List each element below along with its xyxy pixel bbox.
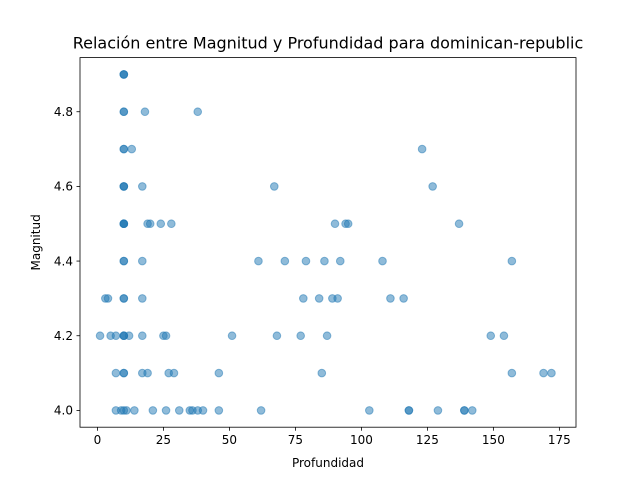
data-point	[111, 331, 121, 341]
data-point	[486, 331, 496, 341]
data-point	[119, 219, 129, 229]
data-point	[127, 144, 137, 154]
data-point	[417, 144, 427, 154]
data-point	[119, 182, 129, 191]
data-point	[193, 107, 203, 117]
y-tick-label: 4.4	[54, 254, 73, 268]
data-point	[317, 368, 327, 378]
data-point	[130, 406, 139, 415]
data-point	[156, 219, 166, 229]
data-point	[399, 294, 408, 303]
data-point	[333, 294, 342, 303]
data-point	[138, 256, 147, 266]
data-point	[124, 331, 134, 341]
data-point	[365, 406, 374, 415]
data-point	[174, 406, 184, 415]
data-point	[138, 331, 147, 341]
data-point	[122, 406, 131, 415]
data-point	[343, 219, 353, 229]
chart-title: Relación entre Magnitud y Profundidad pa…	[73, 34, 584, 53]
data-point	[161, 406, 171, 415]
data-point	[428, 182, 437, 191]
y-tick-label: 4.8	[54, 105, 73, 119]
data-point	[433, 406, 443, 415]
data-point	[499, 331, 509, 341]
data-point	[227, 331, 237, 341]
data-point	[167, 219, 176, 229]
data-point	[254, 256, 263, 266]
data-point	[119, 144, 129, 154]
y-tick-label: 4.0	[54, 404, 73, 418]
y-tick-label: 4.2	[54, 329, 73, 343]
x-tick-label: 25	[156, 433, 171, 447]
data-point	[547, 368, 556, 378]
x-tick-label: 75	[288, 433, 303, 447]
x-tick-label: 175	[548, 433, 571, 447]
data-point	[335, 256, 345, 266]
data-point	[119, 256, 129, 266]
data-point	[161, 331, 171, 341]
data-point	[467, 406, 477, 415]
data-point	[454, 219, 464, 229]
data-point	[301, 256, 311, 266]
data-point	[386, 294, 395, 303]
x-tick-label: 0	[94, 433, 102, 447]
data-point	[460, 406, 469, 415]
x-axis-label: Profundidad	[292, 456, 364, 470]
data-point	[507, 368, 517, 378]
y-tick-label: 4.6	[54, 180, 73, 194]
data-point	[138, 294, 147, 303]
data-point	[148, 406, 158, 415]
data-point	[119, 70, 129, 79]
data-point	[138, 182, 147, 191]
data-point	[322, 331, 332, 341]
data-point	[378, 256, 387, 266]
y-axis: 4.0 4.2 4.4 4.6 4.8	[54, 105, 80, 418]
data-point	[314, 294, 324, 303]
data-point	[330, 219, 340, 229]
data-point	[145, 219, 155, 229]
x-tick-label: 50	[222, 433, 237, 447]
data-point	[140, 107, 150, 117]
x-tick-label: 100	[350, 433, 373, 447]
data-point	[143, 368, 152, 378]
data-point	[103, 294, 113, 303]
data-point	[214, 406, 224, 415]
data-point	[256, 406, 266, 415]
data-point	[95, 331, 105, 341]
data-point	[169, 368, 179, 378]
data-point	[299, 294, 308, 303]
data-point	[119, 107, 129, 117]
data-points	[95, 70, 556, 415]
data-point	[272, 331, 282, 341]
data-point	[320, 256, 329, 266]
data-point	[119, 294, 129, 303]
x-tick-label: 150	[482, 433, 505, 447]
data-point	[296, 331, 305, 341]
x-axis: 0 25 50 75 100 125 150 175	[94, 427, 571, 447]
y-axis-label: Magnitud	[29, 214, 43, 270]
x-tick-label: 125	[416, 433, 439, 447]
data-point	[214, 368, 224, 378]
data-point	[507, 256, 517, 266]
data-point	[404, 406, 414, 415]
data-point	[119, 368, 129, 378]
data-point	[539, 368, 548, 378]
plot-area-frame	[79, 57, 577, 428]
data-point	[111, 368, 121, 378]
data-point	[280, 256, 290, 266]
data-point	[198, 406, 208, 415]
data-point	[269, 182, 279, 191]
